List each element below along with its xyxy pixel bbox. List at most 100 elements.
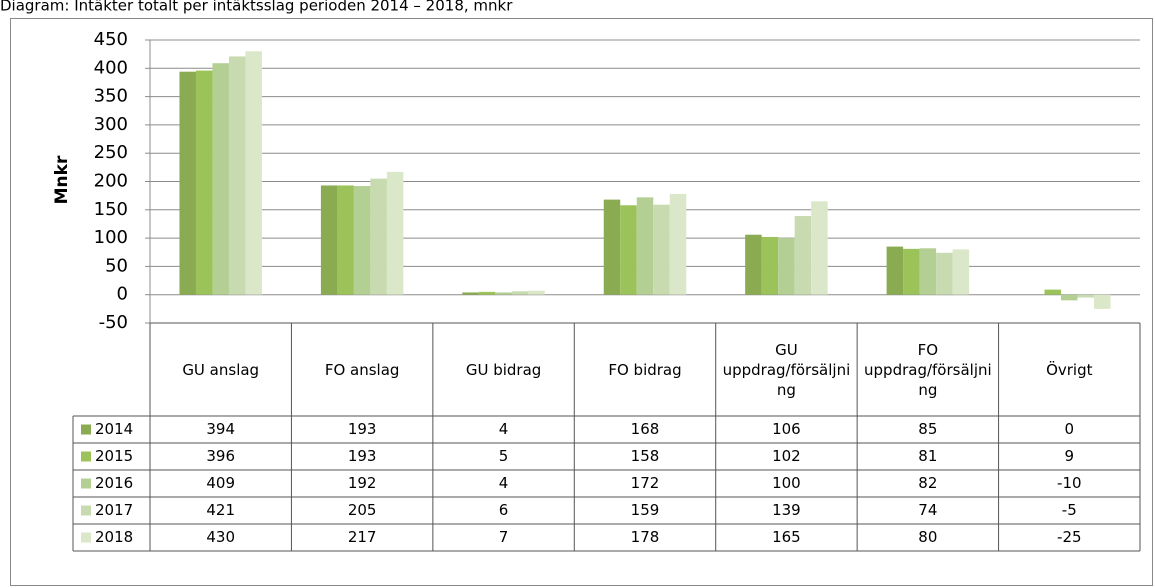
- table-value: 168: [631, 420, 660, 438]
- table-value: 193: [348, 420, 377, 438]
- table-value: 430: [206, 528, 235, 546]
- bar: [212, 63, 229, 295]
- bar: [778, 238, 795, 295]
- table-value: 165: [772, 528, 801, 546]
- y-tick-label: 0: [117, 284, 128, 305]
- category-header: GU anslag: [182, 360, 260, 379]
- table-value: -25: [1057, 528, 1082, 546]
- table-value: 421: [206, 501, 235, 519]
- bar: [386, 171, 404, 295]
- y-tick-label: 300: [94, 114, 128, 135]
- table-value: 85: [918, 420, 937, 438]
- chart-border: [10, 18, 1153, 586]
- table-value: 178: [631, 528, 660, 546]
- chart-title: Diagram: Intäkter totalt per intäktsslag…: [0, 0, 513, 15]
- legend-swatch: [81, 505, 91, 516]
- table-value: 409: [206, 474, 235, 492]
- table-value: 106: [772, 420, 801, 438]
- y-tick-label: 350: [94, 86, 128, 107]
- category-header: FO anslag: [324, 360, 400, 379]
- bar: [462, 292, 479, 295]
- table-value: 217: [348, 528, 377, 546]
- bar: [528, 290, 545, 295]
- table-value: 396: [206, 447, 235, 465]
- table-value: 102: [772, 447, 801, 465]
- table-value: -10: [1057, 474, 1082, 492]
- table-value: 394: [206, 420, 235, 438]
- bar: [903, 248, 920, 295]
- table-value: 172: [631, 474, 660, 492]
- bar: [1061, 294, 1078, 301]
- y-axis-label: Mnkr: [52, 155, 72, 204]
- table-value: 193: [348, 447, 377, 465]
- table-value: 4: [499, 420, 509, 438]
- table-value: 205: [348, 501, 377, 519]
- bar: [337, 185, 354, 295]
- bar: [478, 291, 496, 295]
- bar: [1094, 294, 1111, 309]
- bar: [811, 201, 828, 295]
- legend-swatch: [81, 424, 91, 435]
- y-tick-label: 250: [94, 142, 128, 163]
- legend-label: 2014: [95, 420, 133, 438]
- bar: [370, 178, 387, 295]
- table-value: 9: [1065, 447, 1075, 465]
- table-value: 0: [1065, 420, 1075, 438]
- legend-label: 2015: [95, 447, 133, 465]
- y-tick-label: 450: [94, 29, 128, 50]
- table-value: 82: [918, 474, 937, 492]
- table-value: 139: [772, 501, 801, 519]
- table-value: 80: [918, 528, 937, 546]
- y-tick-label: 100: [94, 227, 128, 248]
- table-value: 6: [499, 501, 509, 519]
- legend-label: 2018: [95, 528, 133, 546]
- legend-label: 2017: [95, 501, 133, 519]
- bar: [228, 56, 246, 295]
- table-value: 7: [499, 528, 509, 546]
- y-tick-label: 50: [105, 255, 128, 276]
- table-value: 192: [348, 474, 377, 492]
- table-value: -5: [1062, 501, 1077, 519]
- category-header: FO bidrag: [608, 360, 682, 379]
- table-value: 158: [631, 447, 660, 465]
- legend-label: 2016: [95, 474, 133, 492]
- bar: [636, 197, 654, 295]
- bar: [794, 216, 812, 295]
- bar: [511, 291, 529, 295]
- bar: [936, 252, 953, 295]
- bar: [495, 292, 512, 295]
- y-tick-label: -50: [99, 312, 128, 333]
- bar: [245, 51, 262, 295]
- legend-swatch: [81, 532, 91, 543]
- bar: [320, 185, 338, 295]
- legend-swatch: [81, 451, 91, 462]
- table-value: 5: [499, 447, 509, 465]
- table-value: 74: [918, 501, 937, 519]
- bar: [653, 204, 670, 295]
- bar: [1077, 294, 1095, 298]
- bar: [179, 71, 196, 295]
- table-value: 100: [772, 474, 801, 492]
- bar: [886, 246, 904, 295]
- legend-swatch: [81, 478, 91, 489]
- category-header: FO uppdrag/försäljning: [864, 340, 992, 399]
- bar: [669, 193, 687, 295]
- category-header: Övrigt: [1046, 360, 1093, 379]
- category-header: GU bidrag: [465, 360, 542, 379]
- table-value: 4: [499, 474, 509, 492]
- table-value: 81: [918, 447, 937, 465]
- bar: [620, 205, 637, 295]
- bar: [1044, 289, 1062, 295]
- bar: [919, 248, 937, 295]
- y-tick-label: 200: [94, 171, 128, 192]
- bar: [603, 199, 621, 295]
- bar: [745, 234, 762, 295]
- bar: [952, 249, 970, 295]
- y-tick-label: 400: [94, 57, 128, 78]
- category-header: GU uppdrag/försäljning: [722, 340, 851, 399]
- bar: [761, 236, 779, 295]
- y-tick-label: 150: [94, 199, 128, 220]
- table-value: 159: [631, 501, 660, 519]
